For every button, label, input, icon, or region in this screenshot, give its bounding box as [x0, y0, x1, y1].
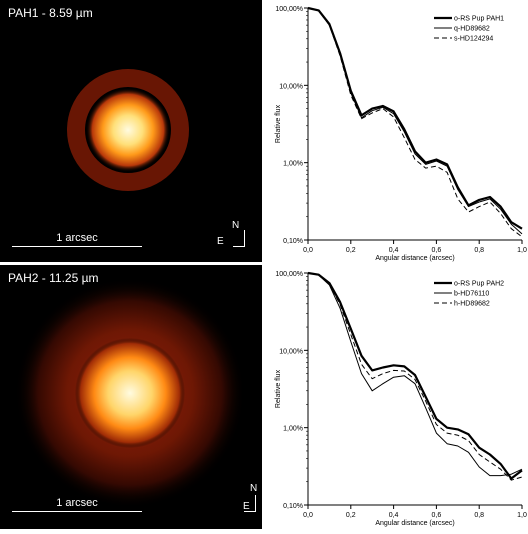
x-tick-label: 0,2	[346, 512, 356, 519]
legend-label-3: s-HD124294	[454, 36, 493, 43]
pah2-compass-north-arm-inner	[255, 495, 256, 512]
pah1-profile-chart: 0,10% 1,00% 10,00% 100,00% 0,0 0,2 0,4 0,6 0,8 1,…	[264, 0, 528, 262]
legend-label-2: q-HD89682	[454, 26, 490, 33]
pah2-core	[75, 338, 185, 448]
y-tick-label: 1,00%	[283, 426, 303, 433]
x-tick-label: 0,6	[432, 512, 442, 519]
pah1-outer-ring	[67, 69, 189, 191]
x-tick-label: 1,0	[517, 512, 527, 519]
x-tick-label: 0,8	[474, 247, 484, 254]
x-axis-label: Angular distance (arcsec)	[375, 520, 454, 527]
x-tick-label: 0,8	[474, 512, 484, 519]
x-tick-label: 1,0	[517, 247, 527, 254]
pah2-psf-image	[15, 278, 245, 508]
pah1-scale-label: 1 arcsec	[56, 232, 98, 244]
series-line-1	[307, 271, 523, 480]
pah1-psf-image	[67, 69, 189, 191]
y-axis-label: Relative flux	[275, 369, 282, 408]
legend-label-2: b-HD76110	[454, 291, 489, 298]
pah1-compass-east-arm	[233, 246, 245, 247]
y-tick-label: 100,00%	[275, 6, 303, 13]
pah1-scale-bar	[12, 246, 142, 247]
x-tick-label: 0,2	[346, 247, 356, 254]
pah2-scale-bar	[12, 511, 142, 512]
series-line-2	[307, 272, 523, 477]
x-tick-label: 0,0	[303, 247, 313, 254]
x-tick-label: 0,4	[389, 512, 399, 519]
legend-label-1: o-RS Pup PAH2	[454, 281, 504, 288]
legend-label-3: h-HD89682	[454, 301, 490, 308]
series-line-3	[307, 7, 523, 238]
pah1-compass-n: N	[232, 220, 240, 231]
y-tick-label: 0,10%	[283, 238, 303, 245]
pah1-compass-e: E	[217, 236, 224, 247]
pah2-image-title: PAH2 - 11.25 µm	[8, 271, 99, 285]
y-tick-label: 10,00%	[279, 348, 303, 355]
pah2-scale-label: 1 arcsec	[56, 497, 98, 509]
series-line-3	[307, 272, 523, 481]
pah2-compass-n: N	[250, 483, 258, 494]
legend-label-1: o-RS Pup PAH1	[454, 16, 504, 23]
pah2-profile-chart: 0,10% 1,00% 10,00% 100,00% 0,0 0,2 0,4 0,6 0,8 1,…	[264, 265, 528, 529]
pah2-compass-east-arm	[244, 511, 256, 512]
pah2-image-panel: PAH2 - 11.25 µm 1 arcsec N E	[0, 265, 262, 529]
pah1-image-title: PAH1 - 8.59 µm	[8, 6, 93, 20]
pah1-compass-north-arm	[244, 230, 245, 247]
y-tick-label: 1,00%	[283, 161, 303, 168]
pah1-profile-svg: 0,10% 1,00% 10,00% 100,00% 0,0 0,2 0,4 0,6 0,8 1,…	[275, 6, 527, 262]
x-axis-label: Angular distance (arcsec)	[375, 255, 454, 262]
pah1-image-panel: PAH1 - 8.59 µm 1 arcsec N E	[0, 0, 262, 262]
y-tick-label: 100,00%	[275, 271, 303, 278]
y-tick-label: 0,10%	[283, 503, 303, 510]
pah2-compass-e: E	[243, 501, 250, 512]
x-tick-label: 0,6	[432, 247, 442, 254]
pah1-core	[86, 88, 170, 172]
x-tick-label: 0,0	[303, 512, 313, 519]
y-axis-label: Relative flux	[275, 104, 282, 143]
pah2-profile-svg: 0,10% 1,00% 10,00% 100,00% 0,0 0,2 0,4 0,6 0,8 1,…	[275, 271, 527, 527]
x-tick-label: 0,4	[389, 247, 399, 254]
y-tick-label: 10,00%	[279, 83, 303, 90]
